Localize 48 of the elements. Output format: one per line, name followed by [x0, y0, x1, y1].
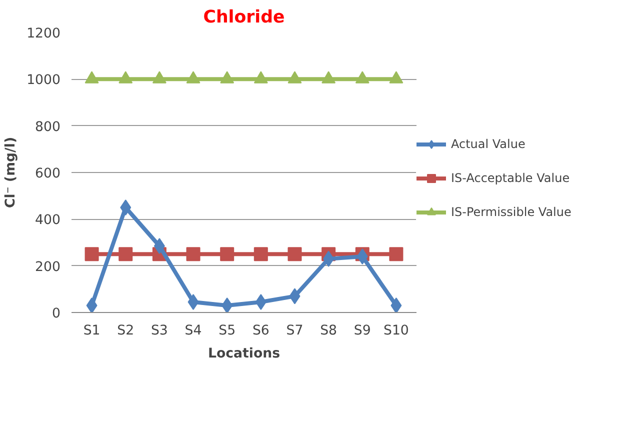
- point: [84, 247, 99, 262]
- x-tick-label: S9: [354, 324, 371, 338]
- point: [220, 71, 234, 84]
- point: [222, 298, 233, 312]
- y-tick-label: 600: [35, 166, 61, 182]
- point: [220, 247, 234, 262]
- y-axis-title: Cl⁻ (mg/l): [4, 136, 19, 208]
- point: [288, 247, 302, 262]
- legend-label: IS-Acceptable Value: [451, 171, 570, 185]
- point: [188, 294, 199, 310]
- x-tick-label: S1: [83, 324, 100, 338]
- y-tick-label: 1000: [26, 73, 61, 88]
- point: [86, 298, 98, 312]
- x-tick-label: S7: [286, 324, 304, 338]
- legend-label: IS-Permissible Value: [451, 205, 572, 219]
- x-tick-label: S8: [320, 324, 338, 338]
- point: [322, 71, 336, 84]
- x-tick-label: S2: [117, 324, 134, 338]
- x-tick-label: S3: [150, 324, 168, 338]
- legend-label: Actual Value: [451, 137, 526, 151]
- point: [120, 200, 132, 216]
- point: [389, 71, 404, 84]
- point: [390, 298, 402, 312]
- y-tick-label: 1200: [26, 26, 61, 42]
- x-tick-label: S5: [218, 324, 236, 338]
- y-tick-label: 0: [52, 306, 61, 322]
- point: [154, 238, 165, 254]
- point: [355, 71, 370, 84]
- x-tick-label: S10: [383, 324, 409, 338]
- point: [152, 71, 166, 84]
- point: [84, 71, 99, 84]
- point: [389, 247, 404, 262]
- point: [186, 247, 200, 262]
- x-tick-label: S6: [252, 324, 270, 338]
- y-tick-label: 200: [35, 260, 61, 275]
- y-tick-label: 400: [35, 213, 61, 228]
- point: [288, 71, 302, 84]
- y-tick-label: 800: [35, 120, 61, 135]
- point: [118, 71, 133, 84]
- x-tick-label: S4: [184, 324, 202, 338]
- point: [255, 294, 266, 310]
- chart-title: Chloride: [203, 8, 285, 28]
- x-axis-title: Locations: [208, 346, 280, 362]
- point: [254, 247, 268, 262]
- point: [254, 71, 268, 84]
- point: [118, 247, 133, 262]
- point: [356, 248, 368, 264]
- point: [186, 71, 200, 84]
